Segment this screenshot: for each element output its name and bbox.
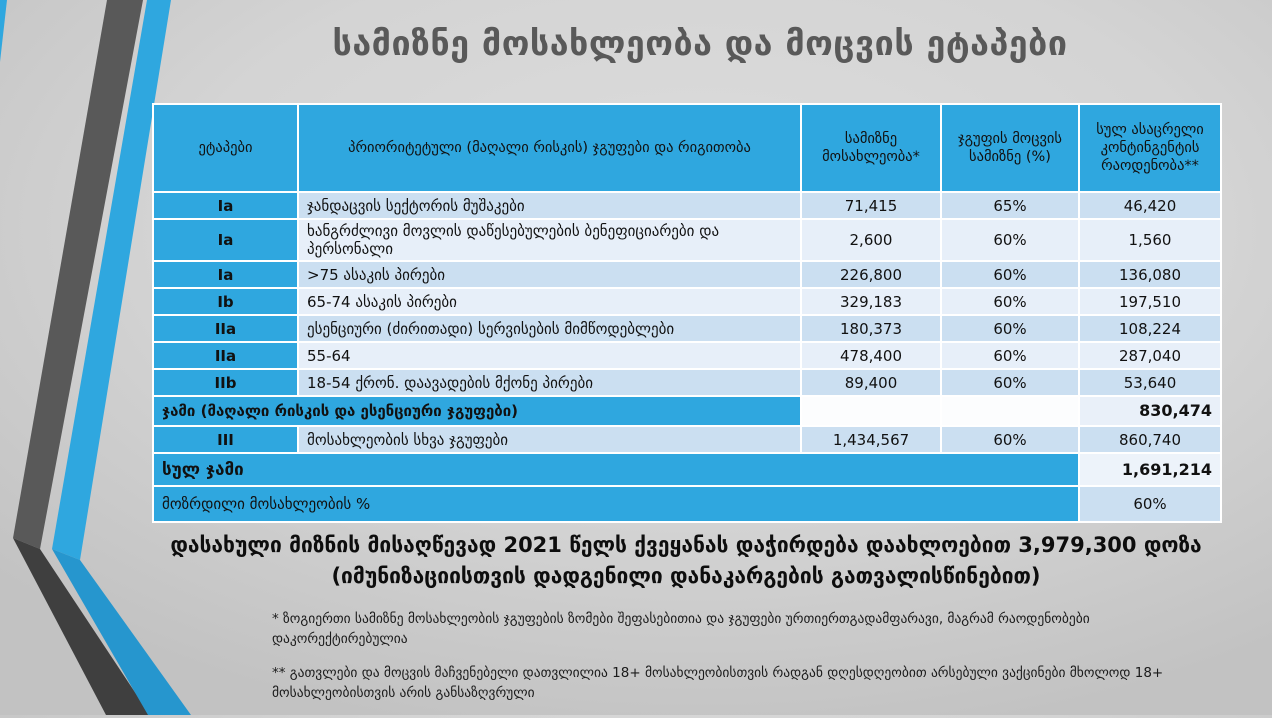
contingent-cell: 136,080 (1080, 262, 1220, 287)
coverage-cell: 60% (942, 370, 1078, 395)
stage-cell: Ia (154, 262, 297, 287)
stage-cell: Ia (154, 220, 297, 260)
col-header-population: სამიზნე მოსახლეობა* (802, 105, 940, 191)
contingent-cell: 197,510 (1080, 289, 1220, 314)
page-title: სამიზნე მოსახლეობა და მოცვის ეტაპები (332, 24, 1068, 64)
footnote-2: ** გათვლები და მოცვის მაჩვენებელი დათვლი… (272, 665, 1164, 701)
group-cell: ჯანდაცვის სექტორის მუშაკები (299, 193, 800, 218)
group-cell: >75 ასაკის პირები (299, 262, 800, 287)
vaccination-table: ეტაპები პრიორიტეტული (მაღალი რისკის) ჯგუ… (152, 103, 1222, 523)
contingent-cell: 46,420 (1080, 193, 1220, 218)
population-cell: 2,600 (802, 220, 940, 260)
contingent-cell: 53,640 (1080, 370, 1220, 395)
ribbon-corner-sliver (0, 0, 7, 62)
contingent-cell: 860,740 (1080, 427, 1220, 452)
population-cell: 89,400 (802, 370, 940, 395)
col-header-coverage: ჯგუფის მოცვის სამიზნე (%) (942, 105, 1078, 191)
subtotal-empty-population (802, 397, 940, 425)
coverage-cell: 60% (942, 427, 1078, 452)
conclusion-line-2: (იმუნიზაციისთვის დადგენილი დანაკარგების … (331, 564, 1041, 588)
group-cell: მოსახლეობის სხვა ჯგუფები (299, 427, 800, 452)
stage-cell: IIa (154, 316, 297, 341)
coverage-cell: 60% (942, 316, 1078, 341)
stage-cell: Ib (154, 289, 297, 314)
conclusion-statement: დასახული მიზნის მისაღწევად 2021 წელს ქვე… (152, 530, 1220, 592)
stage-cell: Ia (154, 193, 297, 218)
footnote-1: * ზოგიერთი სამიზნე მოსახლეობის ჯგუფების … (272, 611, 1090, 647)
ribbon-gray-lower (13, 538, 150, 715)
footnotes: * ზოგიერთი სამიზნე მოსახლეობის ჯგუფების … (272, 610, 1220, 718)
coverage-cell: 65% (942, 193, 1078, 218)
conclusion-line-1: დასახული მიზნის მისაღწევად 2021 წელს ქვე… (170, 533, 1202, 557)
coverage-cell: 60% (942, 262, 1078, 287)
col-header-contingent: სულ ასაცრელი კონტინგენტის რაოდენობა** (1080, 105, 1220, 191)
adult-share-value: 60% (1080, 487, 1220, 521)
contingent-cell: 108,224 (1080, 316, 1220, 341)
population-cell: 1,434,567 (802, 427, 940, 452)
population-cell: 180,373 (802, 316, 940, 341)
coverage-cell: 60% (942, 220, 1078, 260)
col-header-stages: ეტაპები (154, 105, 297, 191)
subtotal-contingent: 830,474 (1080, 397, 1220, 425)
group-cell: 55-64 (299, 343, 800, 368)
ribbon-gray-upper (13, 0, 143, 549)
contingent-cell: 287,040 (1080, 343, 1220, 368)
grand-total-label: სულ ჯამი (154, 454, 1078, 485)
population-cell: 329,183 (802, 289, 940, 314)
decorative-ribbon (0, 0, 191, 715)
population-cell: 226,800 (802, 262, 940, 287)
ribbon-blue-lower (52, 549, 191, 715)
population-cell: 71,415 (802, 193, 940, 218)
subtotal-label: ჯამი (მაღალი რისკის და ესენციური ჯგუფები… (154, 397, 800, 425)
adult-share-label: მოზრდილი მოსახლეობის % (154, 487, 1078, 521)
contingent-cell: 1,560 (1080, 220, 1220, 260)
stage-cell: IIb (154, 370, 297, 395)
ribbon-blue-upper (52, 0, 171, 560)
coverage-cell: 60% (942, 289, 1078, 314)
group-cell: ხანგრძლივი მოვლის დაწესებულების ბენეფიცი… (299, 220, 800, 260)
subtotal-empty-coverage (942, 397, 1078, 425)
group-cell: 65-74 ასაკის პირები (299, 289, 800, 314)
stage-cell: III (154, 427, 297, 452)
grand-total-value: 1,691,214 (1080, 454, 1220, 485)
group-cell: ესენციური (ძირითადი) სერვისების მიმწოდებ… (299, 316, 800, 341)
col-header-groups: პრიორიტეტული (მაღალი რისკის) ჯგუფები და … (299, 105, 800, 191)
group-cell: 18-54 ქრონ. დაავადების მქონე პირები (299, 370, 800, 395)
population-cell: 478,400 (802, 343, 940, 368)
stage-cell: IIa (154, 343, 297, 368)
coverage-cell: 60% (942, 343, 1078, 368)
